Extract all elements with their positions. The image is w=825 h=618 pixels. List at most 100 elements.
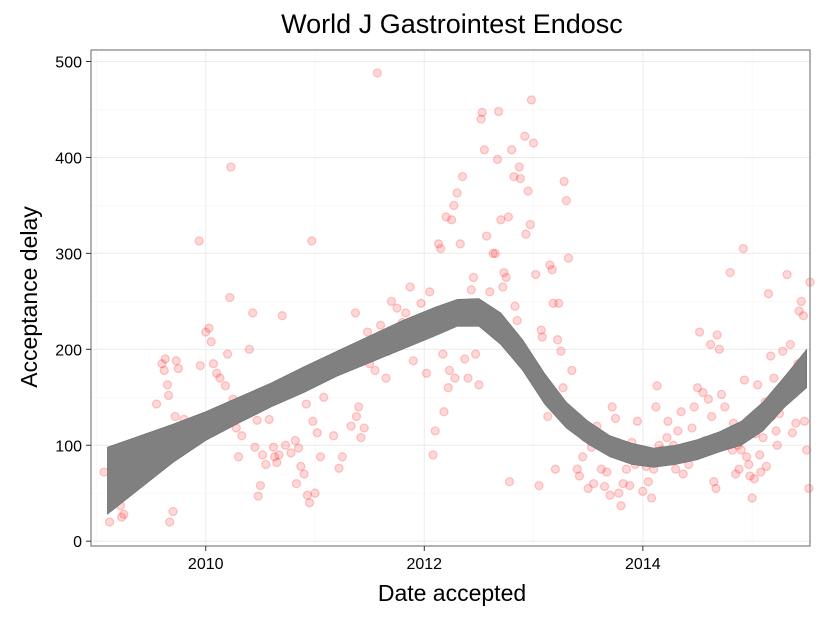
data-point: [752, 380, 763, 390]
data-point: [359, 423, 369, 433]
data-point: [714, 344, 724, 354]
data-point: [226, 162, 236, 172]
data-point: [170, 411, 180, 422]
data-point: [583, 483, 593, 494]
data-point: [716, 389, 727, 400]
data-point: [782, 269, 792, 280]
data-point: [534, 480, 544, 491]
y-axis: 0 100 200 300 400 500: [55, 55, 91, 551]
data-point: [441, 212, 451, 222]
y-tick-label: 300: [55, 246, 82, 263]
data-point: [703, 394, 714, 404]
data-point: [252, 415, 262, 425]
data-point: [163, 390, 174, 401]
data-point: [761, 461, 771, 472]
data-point: [552, 335, 563, 345]
data-point: [514, 162, 524, 172]
data-point: [503, 212, 514, 222]
data-point: [425, 287, 435, 297]
data-point: [528, 138, 539, 148]
data-point: [621, 464, 632, 474]
x-axis-title: Date accepted: [378, 580, 526, 606]
data-point: [433, 239, 444, 249]
data-point: [222, 349, 233, 359]
data-point: [157, 359, 167, 369]
data-point: [250, 442, 260, 452]
data-point: [526, 95, 537, 105]
data-point: [257, 450, 268, 460]
data-point: [625, 480, 635, 491]
data-point: [328, 431, 339, 441]
data-point: [758, 432, 768, 443]
data-point: [755, 450, 765, 460]
x-axis: 2010 2012 2014: [188, 546, 661, 573]
data-point: [561, 195, 571, 206]
y-tick-label: 500: [55, 55, 82, 72]
data-point: [646, 493, 657, 503]
data-point: [510, 301, 520, 311]
data-point: [599, 481, 610, 492]
data-point: [479, 145, 490, 155]
data-point: [698, 387, 708, 398]
data-point: [356, 432, 366, 443]
data-point: [791, 418, 801, 428]
data-point: [725, 267, 735, 278]
plot-background: [91, 50, 810, 546]
data-point: [173, 363, 184, 374]
data-point: [692, 383, 703, 393]
data-point: [711, 483, 721, 494]
data-point: [151, 399, 162, 409]
data-point: [466, 285, 476, 295]
data-point: [554, 298, 564, 308]
data-point: [206, 337, 216, 347]
data-point: [449, 200, 459, 211]
data-point: [670, 464, 681, 474]
data-point: [392, 303, 402, 313]
data-point: [536, 325, 546, 335]
data-point: [304, 498, 315, 508]
data-point: [436, 243, 446, 254]
data-point: [334, 463, 344, 473]
data-point: [293, 443, 304, 453]
data-point: [632, 416, 643, 426]
data-point: [354, 402, 364, 412]
data-point: [280, 440, 291, 450]
data-point: [195, 360, 205, 371]
data-point: [160, 354, 170, 364]
data-point: [501, 272, 511, 283]
y-tick-label: 200: [55, 342, 82, 359]
data-point: [643, 477, 653, 487]
chart-title: World J Gastrointest Endosc: [281, 9, 623, 39]
data-point: [237, 431, 247, 441]
data-point: [794, 306, 804, 316]
data-point: [796, 296, 806, 307]
data-point: [736, 445, 746, 455]
data-point: [463, 373, 473, 383]
data-point: [652, 381, 662, 391]
data-point: [558, 383, 568, 393]
data-point: [362, 327, 373, 337]
data-point: [405, 282, 415, 292]
data-point: [104, 517, 115, 527]
data-point: [386, 296, 397, 307]
data-point: [749, 474, 759, 484]
data-point: [481, 231, 492, 241]
data-point: [372, 68, 382, 78]
data-point: [689, 402, 699, 412]
data-point: [308, 416, 318, 426]
data-point: [255, 480, 266, 491]
data-point: [286, 448, 296, 458]
data-point: [476, 114, 486, 124]
data-point: [474, 380, 484, 390]
data-point: [99, 467, 109, 477]
data-point: [605, 490, 615, 500]
data-point: [248, 308, 258, 318]
data-point: [610, 413, 621, 424]
data-point: [351, 411, 362, 422]
data-point: [787, 428, 798, 438]
data-point: [319, 392, 329, 402]
data-point: [375, 320, 386, 330]
data-point: [694, 327, 705, 337]
data-point: [212, 368, 222, 378]
data-point: [559, 176, 569, 187]
